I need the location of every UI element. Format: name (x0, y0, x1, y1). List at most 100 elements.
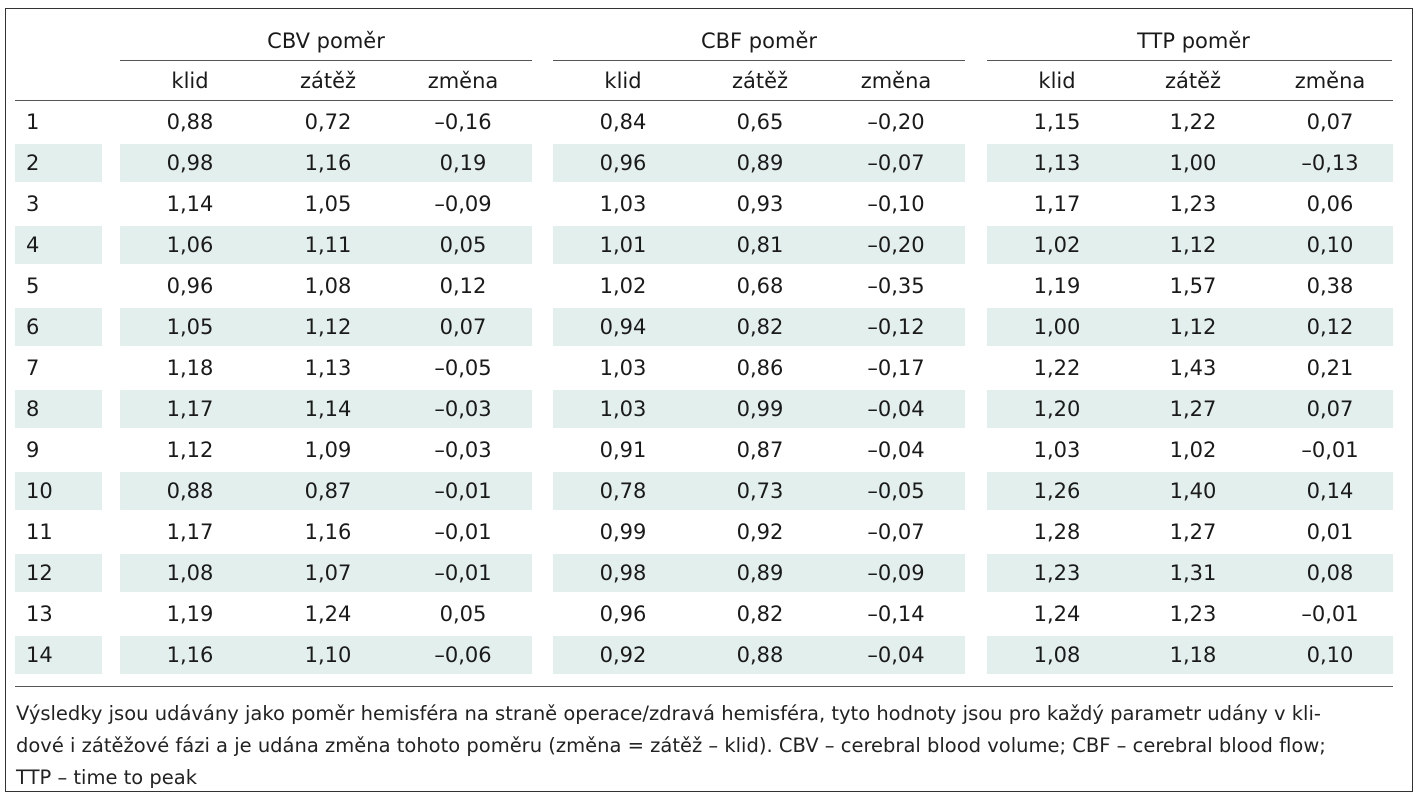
subheader-zmena: změna (1294, 69, 1366, 93)
table-cell: –0,13 (1301, 151, 1359, 175)
row-number: 10 (26, 479, 53, 503)
row-number: 11 (26, 520, 53, 544)
table-cell: 0,68 (736, 274, 784, 298)
table-cell: 0,10 (1306, 233, 1354, 257)
subheader-zatez: zátěž (731, 69, 789, 93)
group-header-cbv: CBV poměr (267, 29, 385, 53)
table-cell: 1,10 (304, 643, 352, 667)
table-cell: 0,96 (599, 151, 647, 175)
table-row: 6 1,05 1,12 0,07 0,94 0,82 –0,12 1,00 1,12 0,12 (0, 307, 1420, 348)
table-cell: 0,08 (1306, 561, 1354, 585)
row-stripe (553, 226, 965, 264)
table-row: 12 1,08 1,07 –0,01 0,98 0,89 –0,09 1,23 1,31 0,08 (0, 553, 1420, 594)
table-cell: 0,82 (736, 315, 784, 339)
table-row: 2 0,98 1,16 0,19 0,96 0,89 –0,07 1,13 1,00 –0,13 (0, 143, 1420, 184)
table-cell: 0,65 (736, 110, 784, 134)
table-row: 1 0,88 0,72 –0,16 0,84 0,65 –0,20 1,15 1,22 0,07 (0, 102, 1420, 143)
table-cell: 1,03 (599, 192, 647, 216)
table-cell: 1,08 (166, 561, 214, 585)
row-number: 8 (26, 397, 40, 421)
subheader-klid: klid (171, 69, 209, 93)
table-cell: 0,89 (736, 151, 784, 175)
group-header-cbf: CBF poměr (700, 29, 817, 53)
table-cell: –0,01 (1301, 602, 1359, 626)
table-cell: 0,05 (439, 233, 487, 257)
footnote-line-1: Výsledky jsou udávány jako poměr hemisfé… (16, 702, 1321, 725)
table-cell: 1,02 (599, 274, 647, 298)
row-stripe (553, 390, 965, 428)
table-cell: 0,88 (166, 110, 214, 134)
row-stripe (15, 636, 102, 674)
table-cell: –0,12 (867, 315, 925, 339)
table-cell: 1,13 (304, 356, 352, 380)
table-cell: –0,05 (434, 356, 492, 380)
row-stripe (120, 144, 532, 182)
table-cell: 0,14 (1306, 479, 1354, 503)
table-cell: 1,12 (304, 315, 352, 339)
row-stripe (553, 636, 965, 674)
table-row: 11 1,17 1,16 –0,01 0,99 0,92 –0,07 1,28 1,27 0,01 (0, 512, 1420, 553)
table-row: 8 1,17 1,14 –0,03 1,03 0,99 –0,04 1,20 1,27 0,07 (0, 389, 1420, 430)
table-cell: 1,02 (1169, 438, 1217, 462)
row-number: 7 (26, 356, 40, 380)
table-cell: 1,22 (1169, 110, 1217, 134)
table-cell: 0,12 (1306, 315, 1354, 339)
table-row: 7 1,18 1,13 –0,05 1,03 0,86 –0,17 1,22 1,43 0,21 (0, 348, 1420, 389)
table-cell: –0,01 (1301, 438, 1359, 462)
row-stripe (120, 308, 532, 346)
table-cell: 1,15 (1033, 110, 1081, 134)
table-cell: 0,94 (599, 315, 647, 339)
table-footnote: Výsledky jsou udávány jako poměr hemisfé… (16, 698, 1398, 794)
table-cell: –0,01 (434, 561, 492, 585)
table-cell: 1,23 (1033, 561, 1081, 585)
row-number: 1 (26, 110, 40, 134)
table-cell: 0,96 (166, 274, 214, 298)
table-row: 3 1,14 1,05 –0,09 1,03 0,93 –0,10 1,17 1,23 0,06 (0, 184, 1420, 225)
table-cell: 1,01 (599, 233, 647, 257)
table-cell: 1,18 (166, 356, 214, 380)
table-cell: 0,99 (599, 520, 647, 544)
table-cell: 1,18 (1169, 643, 1217, 667)
group-rule-cbv (120, 60, 532, 61)
table-cell: 1,06 (166, 233, 214, 257)
table-cell: 0,98 (166, 151, 214, 175)
row-stripe (15, 226, 102, 264)
table-cell: –0,14 (867, 602, 925, 626)
table-cell: 0,99 (736, 397, 784, 421)
table-cell: 1,26 (1033, 479, 1081, 503)
table-cell: 1,22 (1033, 356, 1081, 380)
table-cell: 1,31 (1169, 561, 1217, 585)
row-number: 14 (26, 643, 53, 667)
table-cell: 1,16 (304, 520, 352, 544)
table-cell: 0,96 (599, 602, 647, 626)
row-stripe (987, 390, 1393, 428)
row-stripe (15, 472, 102, 510)
table-cell: 1,14 (304, 397, 352, 421)
table-cell: 1,03 (599, 397, 647, 421)
table-cell: 1,02 (1033, 233, 1081, 257)
table-cell: 1,24 (304, 602, 352, 626)
table-cell: 1,08 (304, 274, 352, 298)
table-cell: –0,35 (867, 274, 925, 298)
table-cell: 1,40 (1169, 479, 1217, 503)
table-cell: 1,12 (166, 438, 214, 462)
table-cell: 1,09 (304, 438, 352, 462)
table-cell: 1,14 (166, 192, 214, 216)
table-cell: 1,03 (599, 356, 647, 380)
table-cell: 0,91 (599, 438, 647, 462)
subheader-zmena: změna (860, 69, 932, 93)
footnote-line-2: dové i zátěžové fázi a je udána změna to… (16, 734, 1326, 757)
table-cell: 0,89 (736, 561, 784, 585)
table-cell: 0,82 (736, 602, 784, 626)
row-stripe (120, 472, 532, 510)
table-bottom-rule (15, 686, 1393, 687)
subheader-klid: klid (1038, 69, 1076, 93)
table-cell: –0,05 (867, 479, 925, 503)
table-cell: 1,28 (1033, 520, 1081, 544)
table-cell: –0,10 (867, 192, 925, 216)
row-stripe (120, 554, 532, 592)
group-rule-ttp (987, 60, 1392, 61)
row-number: 2 (26, 151, 40, 175)
row-stripe (120, 226, 532, 264)
subheader-zatez: zátěž (299, 69, 357, 93)
